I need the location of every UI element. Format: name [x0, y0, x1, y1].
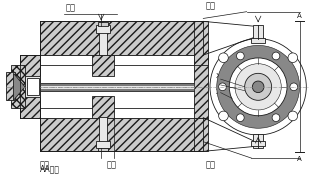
Circle shape — [217, 45, 300, 128]
Circle shape — [290, 83, 298, 91]
Polygon shape — [14, 73, 25, 100]
Bar — [39, 83, 194, 91]
Bar — [20, 55, 39, 118]
Bar — [194, 55, 208, 118]
Circle shape — [252, 81, 264, 93]
Text: A: A — [297, 156, 301, 162]
Circle shape — [237, 52, 244, 60]
Text: 入口: 入口 — [205, 160, 215, 169]
Circle shape — [288, 111, 298, 121]
Bar — [39, 21, 203, 55]
Text: 空隙: 空隙 — [107, 160, 117, 169]
Bar — [194, 118, 208, 151]
Text: Y: Y — [216, 81, 220, 87]
Bar — [251, 38, 265, 43]
Bar — [98, 22, 108, 26]
Bar — [99, 32, 107, 55]
Text: AA断面: AA断面 — [39, 165, 60, 174]
Bar — [96, 25, 110, 33]
Text: Z: Z — [216, 89, 220, 94]
Circle shape — [219, 53, 228, 62]
Circle shape — [229, 58, 287, 116]
Bar — [98, 148, 108, 151]
Bar — [39, 55, 203, 65]
Bar — [194, 21, 208, 65]
Text: 出口: 出口 — [66, 4, 76, 13]
Circle shape — [219, 83, 226, 91]
Bar — [96, 141, 110, 148]
Bar — [93, 96, 114, 118]
Circle shape — [288, 53, 298, 62]
Bar — [39, 85, 194, 89]
Text: X: X — [216, 73, 220, 79]
Bar — [6, 72, 15, 100]
Bar — [27, 78, 38, 96]
Text: 出口: 出口 — [205, 2, 215, 11]
Bar — [253, 134, 263, 148]
Bar — [39, 118, 203, 151]
Circle shape — [237, 114, 244, 122]
Circle shape — [219, 111, 228, 121]
Bar — [39, 84, 194, 90]
Bar — [25, 76, 41, 97]
Bar — [99, 117, 107, 142]
Circle shape — [272, 114, 280, 122]
Circle shape — [245, 73, 272, 100]
Text: A: A — [297, 13, 301, 19]
Circle shape — [272, 52, 280, 60]
Bar — [93, 55, 114, 76]
Bar — [253, 25, 263, 39]
Bar — [20, 55, 39, 118]
Bar — [39, 108, 203, 118]
Bar — [251, 141, 265, 146]
Circle shape — [235, 64, 281, 110]
Bar — [11, 65, 25, 108]
Circle shape — [210, 39, 306, 135]
Text: 入口: 入口 — [39, 160, 49, 169]
